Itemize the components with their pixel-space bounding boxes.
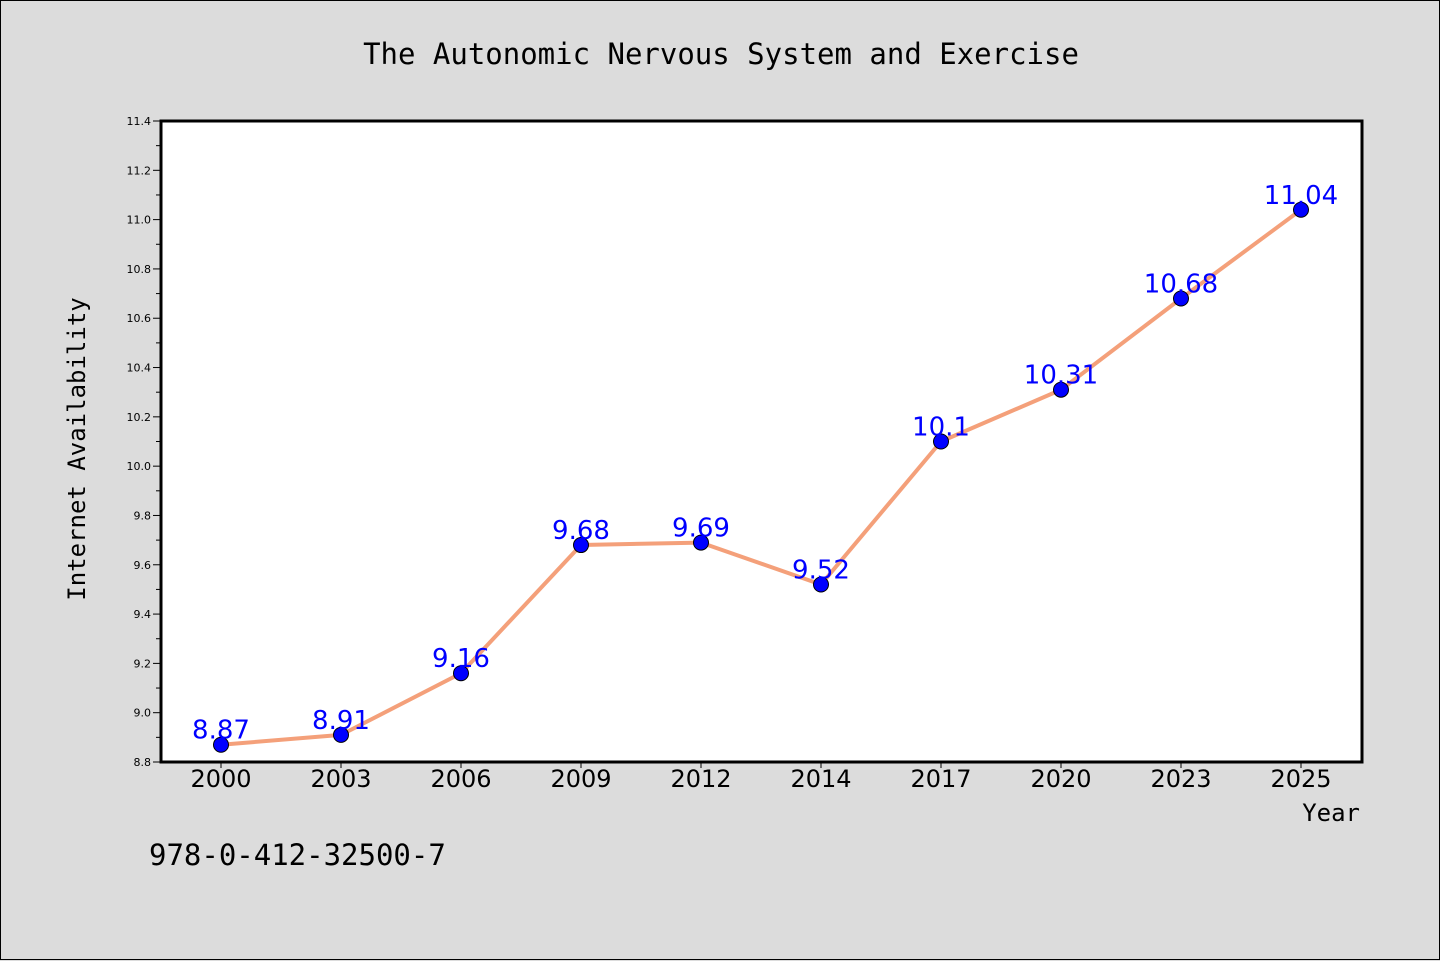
y-tick-label: 11.4 bbox=[127, 115, 152, 128]
x-tick-label: 2023 bbox=[1150, 765, 1211, 793]
y-tick-label: 10.0 bbox=[127, 460, 152, 473]
y-tick-label: 9.8 bbox=[134, 509, 152, 522]
x-axis-label: Year bbox=[1302, 799, 1360, 827]
data-point[interactable] bbox=[573, 537, 589, 554]
data-label: 8.91 bbox=[312, 706, 370, 736]
y-tick-label: 10.8 bbox=[127, 263, 152, 276]
plot-area bbox=[159, 119, 1364, 764]
y-tick-label: 9.6 bbox=[134, 559, 152, 572]
data-point[interactable] bbox=[1173, 290, 1189, 307]
y-tick-label: 8.8 bbox=[134, 756, 152, 769]
data-label: 9.16 bbox=[432, 644, 490, 674]
data-point[interactable] bbox=[1293, 201, 1309, 218]
data-label: 8.87 bbox=[192, 716, 250, 746]
y-tick-label: 9.4 bbox=[134, 608, 152, 621]
data-label: 10.68 bbox=[1144, 270, 1218, 300]
data-label: 9.69 bbox=[672, 514, 730, 544]
y-axis-label: Internet Availability bbox=[63, 297, 91, 600]
data-label: 10.1 bbox=[912, 413, 970, 443]
x-tick-label: 2020 bbox=[1030, 765, 1091, 793]
x-tick-label: 2014 bbox=[790, 765, 851, 793]
x-tick-label: 2017 bbox=[910, 765, 971, 793]
x-tick-label: 2025 bbox=[1270, 765, 1331, 793]
series-group: 8.87 8.91 9.16 9.68 9.69 9.52 10.1 10.31 10.68 11… bbox=[192, 181, 1338, 753]
series-line bbox=[220, 208, 1303, 747]
data-label: 10.31 bbox=[1024, 361, 1098, 391]
data-point[interactable] bbox=[1053, 381, 1069, 398]
data-point[interactable] bbox=[693, 534, 709, 551]
data-point[interactable] bbox=[813, 576, 829, 593]
x-tick-label: 2009 bbox=[550, 765, 611, 793]
x-tick-label: 2006 bbox=[430, 765, 491, 793]
y-axis: 8.8 9.0 9.2 9.4 9.6 9.8 10.0 10.2 10.4 10.6 10.8 11… bbox=[127, 115, 161, 769]
isbn-text: 978-0-412-32500-7 bbox=[149, 838, 446, 872]
data-point[interactable] bbox=[453, 665, 469, 682]
data-label: 9.52 bbox=[792, 555, 850, 585]
y-tick-label: 10.6 bbox=[127, 312, 152, 325]
x-tick-label: 2003 bbox=[310, 765, 371, 793]
y-tick-label: 9.0 bbox=[134, 707, 152, 720]
y-tick-label: 10.2 bbox=[127, 411, 152, 424]
data-label: 9.68 bbox=[552, 516, 610, 546]
y-tick-label: 11.0 bbox=[127, 214, 152, 227]
data-point[interactable] bbox=[213, 736, 229, 753]
y-tick-label: 11.2 bbox=[127, 164, 152, 177]
x-tick-label: 2000 bbox=[190, 765, 251, 793]
data-label: 11.04 bbox=[1264, 181, 1338, 211]
chart-title: The Autonomic Nervous System and Exercis… bbox=[363, 37, 1079, 71]
data-point[interactable] bbox=[333, 726, 349, 743]
data-point[interactable] bbox=[933, 433, 949, 450]
x-tick-label: 2012 bbox=[670, 765, 731, 793]
y-tick-label: 10.4 bbox=[127, 362, 152, 375]
x-axis: 2000 2003 2006 2009 2012 2014 2017 2020 2023 2025 bbox=[190, 762, 1332, 793]
y-tick-label: 9.2 bbox=[134, 657, 152, 670]
